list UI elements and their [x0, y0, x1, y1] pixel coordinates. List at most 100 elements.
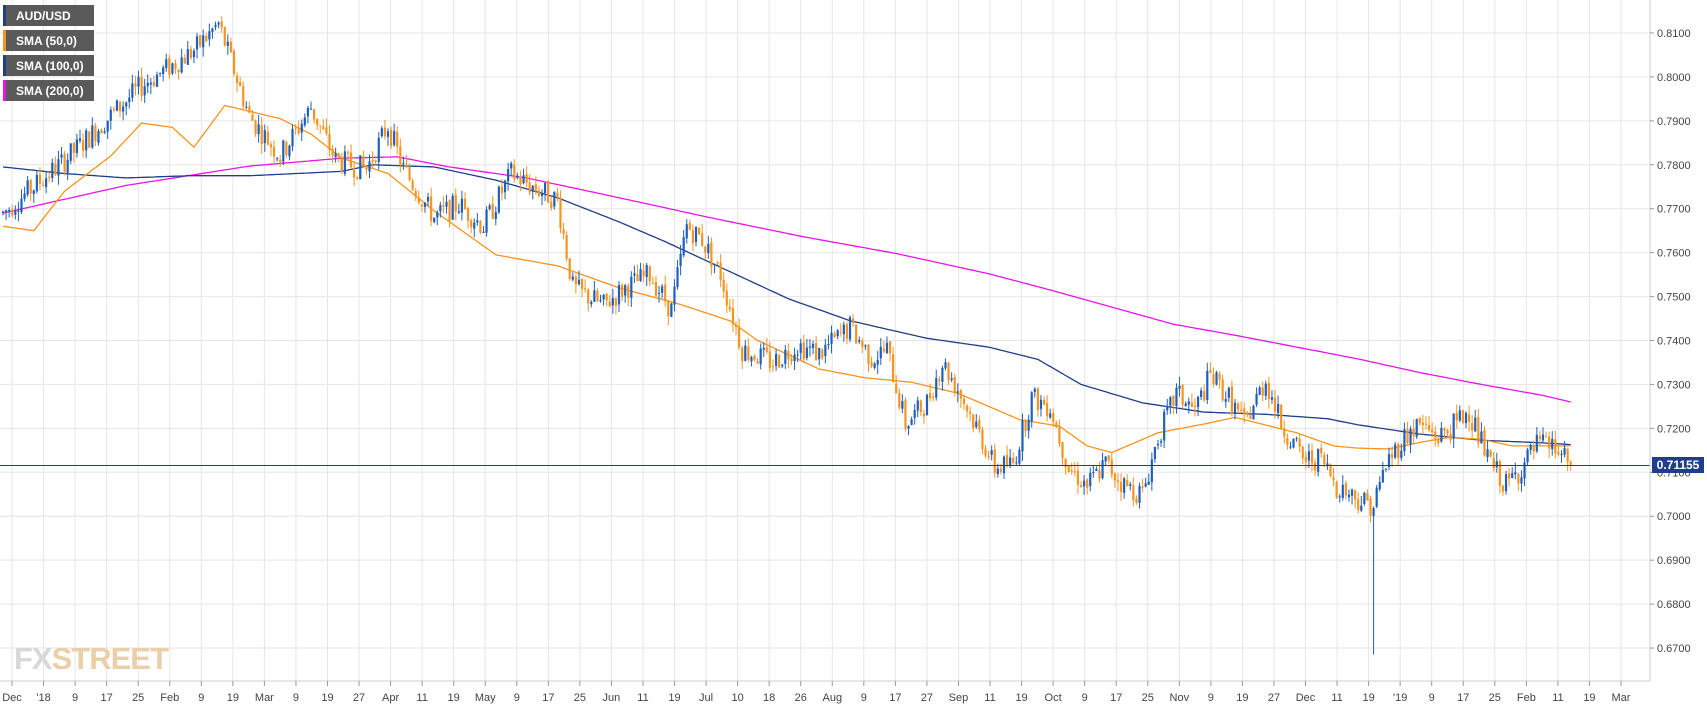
- candle-body: [793, 354, 796, 362]
- candle-body: [266, 131, 269, 145]
- legend-item-sma-100[interactable]: SMA (100,0): [3, 55, 94, 76]
- candle-body: [91, 125, 94, 148]
- candle-body: [1347, 494, 1351, 498]
- candle-body: [1372, 507, 1375, 517]
- sma-200-line: [2, 156, 1571, 403]
- candle-body: [1298, 438, 1301, 447]
- y-tick-label: 0.8100: [1657, 28, 1691, 40]
- candle-body: [1042, 399, 1046, 405]
- x-tick-label: 11: [416, 692, 427, 704]
- candle-body: [1292, 438, 1295, 448]
- y-tick-label: 0.6800: [1657, 599, 1691, 611]
- legend-item-sma-50[interactable]: SMA (50,0): [3, 30, 94, 51]
- candle-body: [1082, 480, 1086, 487]
- candle-body: [69, 143, 72, 161]
- candle-body: [100, 129, 103, 134]
- candle-body: [383, 127, 387, 137]
- candle-body: [491, 203, 494, 219]
- candle-body: [519, 176, 522, 185]
- candle-body: [1193, 405, 1197, 408]
- candle-body: [11, 209, 14, 216]
- candle-body: [1123, 478, 1126, 493]
- candle-body: [1073, 471, 1076, 473]
- candle-body: [762, 347, 765, 350]
- candle-body: [1301, 446, 1304, 459]
- x-tick-label: 19: [448, 692, 460, 704]
- candle-body: [1375, 487, 1378, 507]
- legend-label: SMA (100,0): [16, 58, 84, 73]
- candle-body: [205, 36, 208, 41]
- candle-body: [1495, 461, 1498, 468]
- candle-body: [765, 347, 768, 352]
- candle-body: [1514, 472, 1517, 475]
- candle-body: [1464, 412, 1468, 424]
- legend-item-aud-usd[interactable]: AUD/USD: [3, 5, 94, 26]
- candle-body: [1218, 373, 1221, 380]
- candle-body: [454, 194, 457, 212]
- x-tick-label: 17: [542, 692, 554, 704]
- candle-body: [1095, 468, 1098, 471]
- candle-body: [999, 468, 1003, 473]
- y-tick-label: 0.7700: [1657, 204, 1691, 216]
- candle-body: [851, 318, 855, 323]
- candle-body: [479, 221, 482, 233]
- x-tick-label: 25: [574, 692, 586, 704]
- candle-body: [436, 212, 439, 218]
- candle-body: [26, 180, 29, 195]
- candle-body: [1477, 416, 1480, 444]
- candle-body: [365, 167, 368, 170]
- candle-body: [1421, 422, 1424, 425]
- candle-body: [8, 209, 11, 211]
- candle-body: [97, 130, 100, 143]
- candle-body: [1246, 412, 1249, 414]
- candle-body: [1159, 441, 1163, 443]
- candle-body: [1200, 390, 1203, 397]
- candle-body: [54, 163, 57, 175]
- candle-body: [1055, 422, 1058, 428]
- y-tick-label: 0.7000: [1657, 511, 1691, 523]
- candle-body: [396, 131, 399, 147]
- candle-body: [1172, 395, 1175, 406]
- candle-body: [710, 242, 713, 267]
- candle-body: [833, 333, 836, 337]
- legend-swatch: [3, 5, 6, 26]
- candle-body: [617, 284, 621, 305]
- x-tick-label: Dec: [1296, 692, 1316, 704]
- candle-body: [334, 153, 337, 158]
- x-tick-label: Sep: [949, 692, 969, 704]
- candle-body: [251, 114, 254, 121]
- candle-body: [1092, 471, 1095, 473]
- candle-body: [651, 283, 654, 285]
- candle-body: [642, 270, 645, 277]
- candle-body: [876, 359, 879, 365]
- candle-body: [577, 279, 581, 285]
- sma-200-series: [2, 156, 1571, 403]
- candle-body: [830, 332, 833, 344]
- candle-body: [916, 400, 919, 411]
- candle-body: [371, 159, 374, 162]
- candle-body: [1390, 453, 1394, 459]
- legend-item-sma-200[interactable]: SMA (200,0): [3, 80, 94, 101]
- candle-body: [331, 148, 334, 156]
- candle-body: [168, 58, 171, 75]
- candle-body: [177, 69, 180, 73]
- candle-body: [1529, 444, 1532, 451]
- candle-body: [574, 276, 577, 285]
- candle-body: [1064, 458, 1067, 468]
- candle-body: [1156, 443, 1160, 446]
- candle-body: [593, 290, 596, 302]
- candle-body: [171, 63, 174, 74]
- candle-body: [667, 300, 670, 317]
- x-tick-label: Nov: [1170, 692, 1190, 704]
- candle-body: [1369, 498, 1372, 516]
- candle-body: [1387, 454, 1391, 467]
- x-tick-label: Feb: [1517, 692, 1536, 704]
- x-tick-label: 17: [889, 692, 901, 704]
- candle-body: [316, 118, 319, 126]
- x-tick-label: 26: [795, 692, 807, 704]
- x-tick-label: Mar: [1612, 692, 1631, 704]
- candle-body: [1563, 448, 1566, 455]
- candle-body: [556, 192, 559, 198]
- candle-body: [645, 265, 648, 278]
- legend: AUD/USD SMA (50,0) SMA (100,0) SMA (200,…: [3, 5, 94, 105]
